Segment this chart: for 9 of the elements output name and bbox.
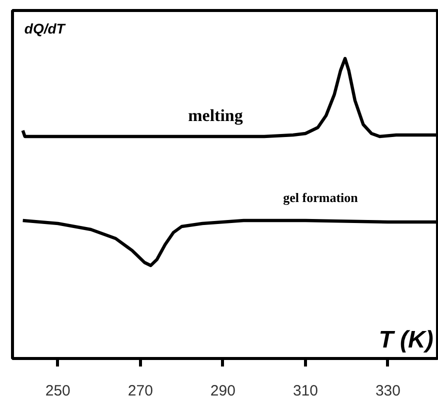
x-tick-label: 310 (292, 382, 318, 400)
x-tick-label: 290 (210, 382, 236, 400)
annotation: melting (188, 106, 244, 125)
x-tick-label: 270 (128, 382, 153, 400)
y-axis-title: dQ/dT (24, 20, 66, 37)
x-tick-label: 250 (45, 382, 70, 400)
x-tick-label: 330 (375, 382, 401, 400)
x-axis-title: T (K) (378, 326, 434, 354)
annotation: gel formation (283, 190, 359, 205)
